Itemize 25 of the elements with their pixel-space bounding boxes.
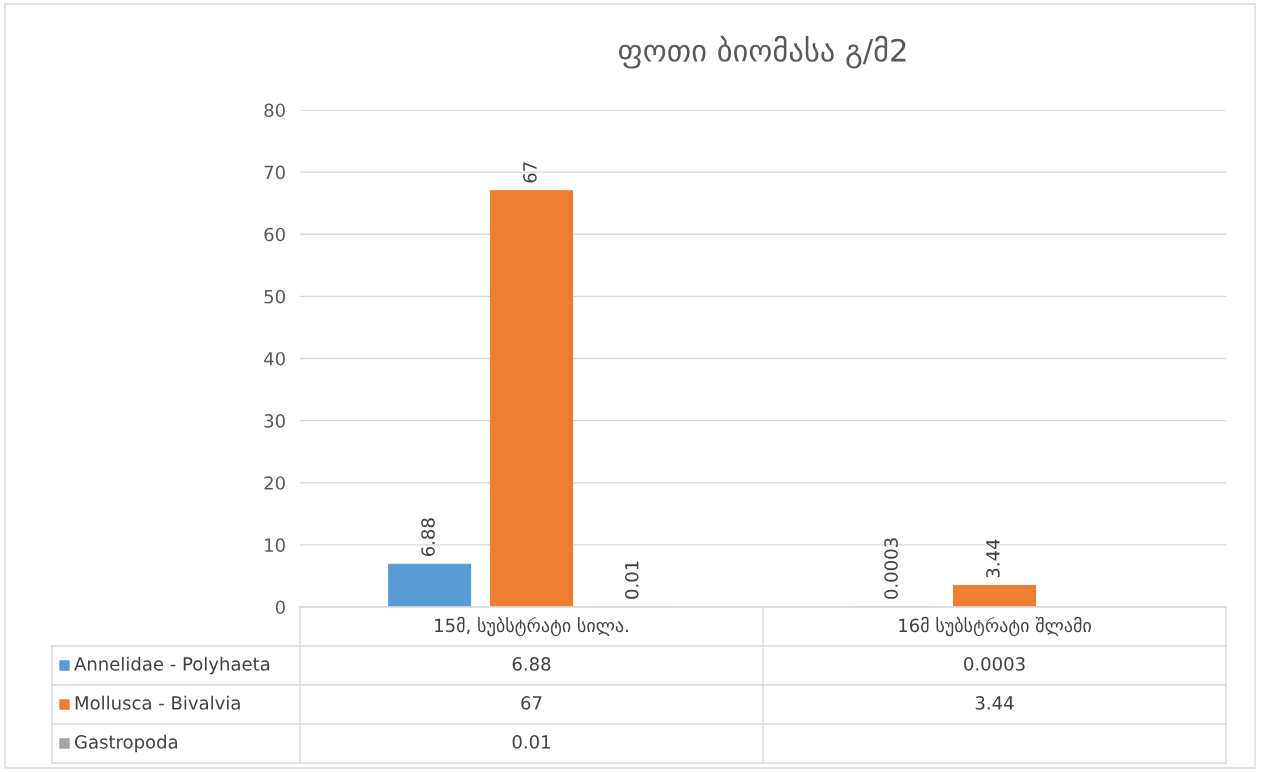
y-tick-label: 30 [264, 414, 285, 428]
text: 0.0003 [964, 657, 1025, 671]
data-label: 67 [523, 162, 537, 183]
text: 67 [521, 696, 542, 710]
y-tick-label: 70 [264, 165, 285, 180]
y-tick-label: 20 [264, 476, 285, 490]
text: 3.44 [975, 696, 1014, 710]
y-tick-label: 40 [264, 351, 285, 366]
text: 0.01 [512, 735, 550, 749]
data-label: 0.01 [624, 561, 639, 599]
data-label: 6.88 [421, 518, 435, 557]
y-tick-label: 60 [264, 227, 285, 242]
data-label: 0.0003 [884, 538, 898, 599]
legend-label: Annelidae - Polyhaeta [74, 656, 270, 675]
y-tick-label: 10 [265, 538, 285, 552]
chart-title: ფოთი ბიომასა გ/მ2 [618, 35, 906, 69]
y-tick-label: 0 [275, 600, 285, 615]
x-tick-label: 16მ სუბსტრატი შლამი [899, 616, 1091, 637]
y-tick-label: 80 [264, 103, 285, 118]
y-tick-label: 50 [264, 289, 285, 304]
x-tick-label: 15მ, სუბსტრატი სილა. [435, 616, 628, 637]
legend-label: Mollusca - Bivalvia [75, 695, 240, 710]
legend-label: Gastropoda [75, 734, 177, 753]
data-label: 3.44 [986, 539, 1000, 578]
text: 6.88 [512, 657, 551, 671]
